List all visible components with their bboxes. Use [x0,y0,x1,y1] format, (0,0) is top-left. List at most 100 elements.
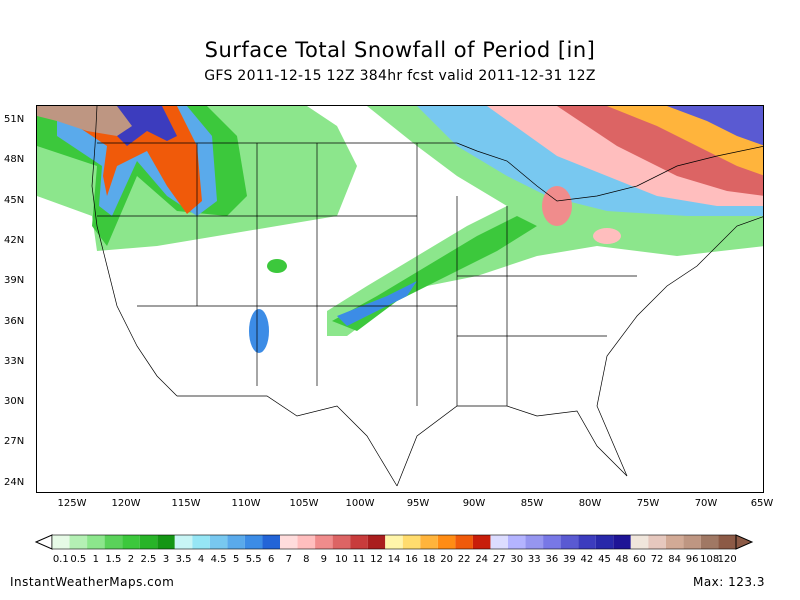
legend-label: 18 [422,554,436,565]
legend-swatch [665,535,684,549]
legend-swatch [613,535,631,549]
lat-label: 45N [4,195,25,206]
lat-label: 48N [4,154,25,165]
legend-swatch [437,535,456,549]
lat-label: 42N [4,235,25,246]
legend-label: 10 [335,554,348,565]
lon-label: 70W [694,498,718,509]
legend-label: 5 [232,554,240,565]
lon-label: 90W [462,498,486,509]
legend-label: 30 [510,554,524,565]
legend-label: 27 [492,554,506,565]
lon-label: 115W [171,498,201,509]
legend-swatch [139,535,158,549]
lon-label: 120W [111,498,141,509]
legend-swatch [700,535,719,549]
legend-outline [51,534,737,550]
legend-label: 24 [475,554,489,565]
legend-label: 72 [650,554,664,565]
legend-swatch [595,535,614,549]
source-credit: InstantWeatherMaps.com [10,575,175,589]
legend-label: 7 [285,554,292,565]
lon-label: 110W [231,498,261,509]
map-title: Surface Total Snowfall of Period [in] [204,38,596,62]
legend-swatch [192,535,210,549]
legend-swatch [297,535,316,549]
lon-label: 100W [345,498,375,509]
legend-label: 33 [527,554,541,565]
color-legend [34,534,754,550]
legend-swatch [683,535,701,549]
legend-label: 11 [352,554,366,565]
legend-swatch [244,535,263,549]
lat-label: 36N [4,316,25,327]
legend-swatch [227,535,245,549]
legend-swatch [262,535,280,549]
legend-swatch [525,535,544,549]
coastline-west [91,106,178,397]
lon-label: 105W [289,498,319,509]
legend-label: 16 [405,554,418,565]
border-canada [97,142,763,202]
legend-swatch [122,535,140,549]
lat-label: 27N [4,436,25,447]
legend-label: 96 [685,554,699,565]
lat-label: 51N [4,114,25,125]
legend-swatch [578,535,596,549]
coastline-gulf [396,405,628,487]
legend-label: 60 [633,554,646,565]
legend-label: 9 [320,554,328,565]
border-mexico [177,395,398,487]
snow-region-plains-blue [337,281,417,326]
legend-label: 22 [457,554,471,565]
legend-swatch [630,535,649,549]
legend-label: 20 [440,554,453,565]
legend-swatch [472,535,491,549]
legend-label: 4.5 [210,554,227,565]
legend-label: 39 [563,554,576,565]
lon-label: 85W [520,498,544,509]
legend-label: 36 [545,554,559,565]
legend-swatch [560,535,579,549]
legend-label: 0.1 [52,554,69,565]
legend-label: 12 [370,554,383,565]
lon-label: 65W [750,498,774,509]
snow-spot-colorado [267,259,287,273]
legend-swatch [209,535,228,549]
legend-label: 84 [668,554,681,565]
snowfall-map [36,105,764,493]
legend-label: 14 [387,554,401,565]
legend-label: 1 [92,554,100,565]
lat-label: 33N [4,356,25,367]
legend-arrow-left [34,534,53,550]
legend-swatch [332,535,351,549]
state-boundaries [91,106,763,487]
legend-swatch [350,535,368,549]
legend-swatch [455,535,473,549]
legend-label: 2 [127,554,135,565]
legend-swatch [280,535,298,549]
legend-label: 6 [268,554,275,565]
lat-label: 24N [4,477,25,488]
lon-label: 80W [578,498,602,509]
legend-label: 48 [615,554,629,565]
lat-label: 39N [4,275,25,286]
max-value: Max: 123.3 [692,575,765,589]
legend-swatch [104,535,123,549]
coastline-east [596,216,763,477]
snow-region-northeast-purple [667,106,763,146]
snowfall-shading [37,106,763,353]
legend-label: 108 [700,554,720,565]
legend-label: 4 [197,554,205,565]
legend-swatch [490,535,508,549]
legend-swatch [52,535,70,549]
legend-swatch [718,535,736,549]
legend-swatch [174,535,193,549]
snow-spot-arizona [249,309,269,353]
snow-region-northwest-peak [37,106,132,136]
legend-arrow-right [735,534,754,550]
legend-label: 8 [303,554,310,565]
legend-swatch [385,535,403,549]
legend-swatch [648,535,666,549]
legend-swatch [157,535,175,549]
